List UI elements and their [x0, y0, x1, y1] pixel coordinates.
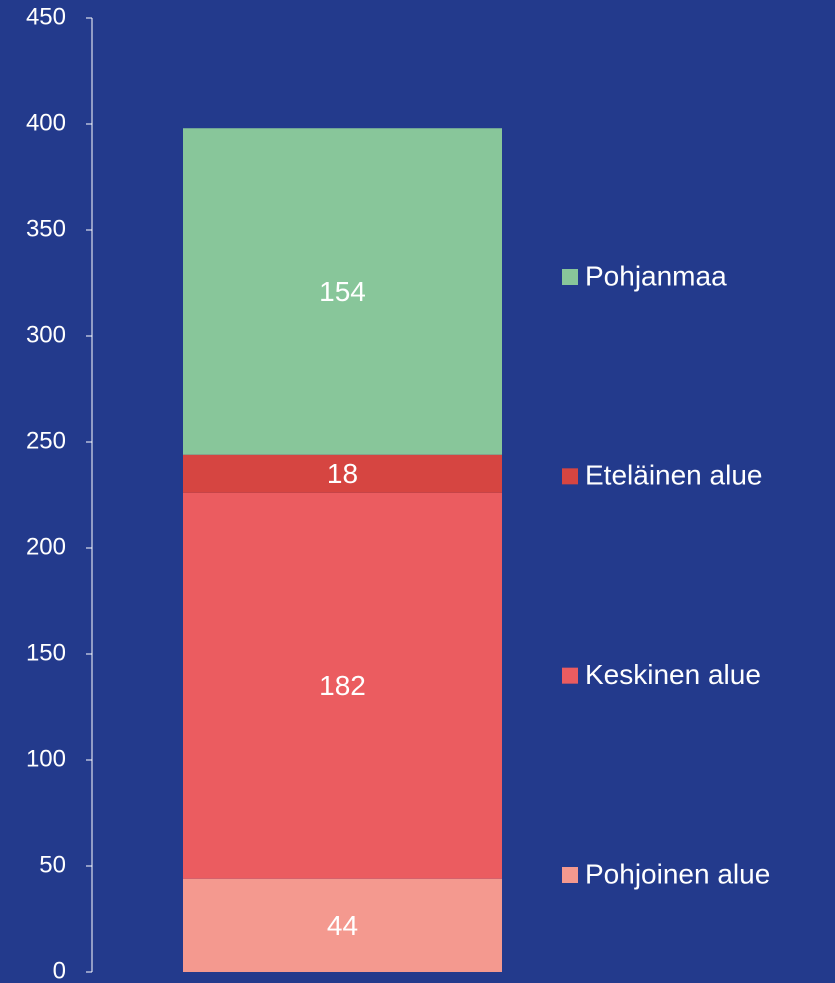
y-tick-label: 250	[26, 427, 66, 454]
data-label: 154	[319, 276, 366, 307]
y-tick-label: 400	[26, 109, 66, 136]
legend-label: Keskinen alue	[585, 659, 761, 690]
bar-segment	[183, 878, 502, 972]
y-tick-label: 450	[26, 3, 66, 30]
legend-label: Pohjoinen alue	[585, 858, 770, 889]
data-label: 44	[327, 910, 358, 941]
data-label: 18	[327, 458, 358, 489]
bar-segment	[183, 454, 502, 493]
legend-swatch	[562, 867, 578, 883]
y-tick-label: 50	[39, 851, 66, 878]
y-tick-label: 100	[26, 745, 66, 772]
y-tick-label: 150	[26, 639, 66, 666]
legend-label: Pohjanmaa	[585, 260, 727, 291]
legend-swatch	[562, 468, 578, 485]
y-tick-label: 200	[26, 533, 66, 560]
data-label: 182	[319, 670, 366, 701]
y-tick-label: 300	[26, 321, 66, 348]
legend-swatch	[562, 269, 578, 285]
bar-segment	[183, 128, 502, 455]
y-tick-label: 350	[26, 215, 66, 242]
legend-swatch	[562, 667, 578, 684]
bar-segment	[183, 492, 502, 879]
y-tick-label: 0	[53, 957, 66, 983]
legend-label: Eteläinen alue	[585, 460, 762, 491]
